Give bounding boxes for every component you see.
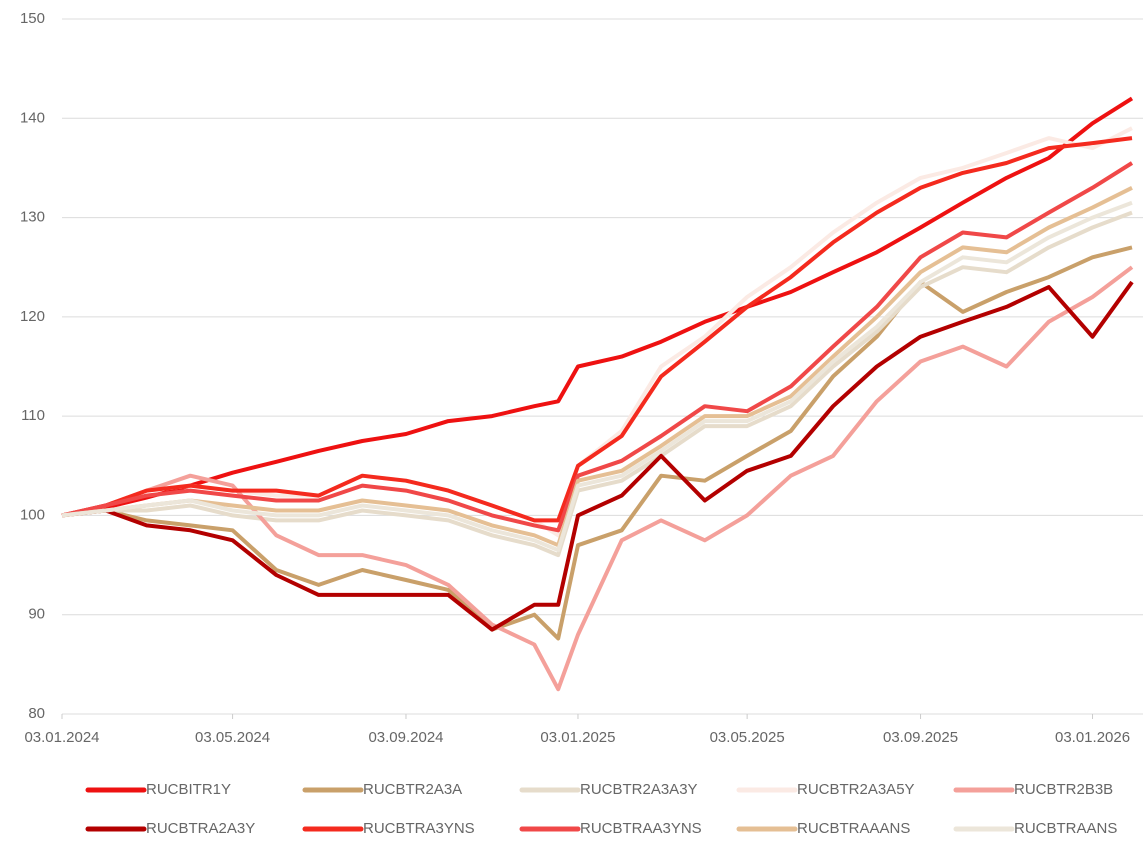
x-tick-label: 03.09.2024 [368, 729, 443, 746]
series-line [61, 200, 1133, 553]
y-tick-label: 110 [21, 407, 45, 424]
legend-label: RUCBTRAANS [1014, 820, 1117, 837]
y-tick-label: 120 [20, 308, 45, 325]
legend-label: RUCBTR2A3A3Y [580, 781, 698, 798]
y-tick-label: 150 [20, 10, 45, 27]
series-line [61, 280, 1134, 632]
x-tick-label: 03.09.2025 [883, 729, 958, 746]
series-line [61, 96, 1134, 518]
series-line [61, 245, 1133, 641]
y-tick-label: 130 [20, 209, 45, 226]
series-line [61, 265, 1134, 692]
legend-label: RUCBTRA2A3Y [146, 820, 255, 837]
series-line [61, 186, 1133, 548]
legend-label: RUCBTRAAANS [797, 820, 910, 837]
legend-label: RUCBTR2A3A5Y [797, 781, 915, 798]
x-tick-label: 03.05.2024 [195, 729, 270, 746]
legend-label: RUCBTR2B3B [1014, 781, 1113, 798]
x-tick-label: 03.05.2025 [710, 729, 785, 746]
legend-label: RUCBTRAA3YNS [580, 820, 702, 837]
legend-label: RUCBITR1Y [146, 781, 231, 798]
y-tick-label: 140 [20, 109, 45, 126]
x-tick-label: 03.01.2024 [24, 729, 99, 746]
y-tick-label: 90 [28, 606, 45, 623]
x-tick-label: 03.01.2026 [1055, 729, 1130, 746]
y-tick-label: 80 [28, 705, 45, 722]
x-tick-label: 03.01.2025 [540, 729, 615, 746]
series-line [61, 136, 1133, 523]
legend-label: RUCBTR2A3A [363, 781, 462, 798]
y-tick-label: 100 [20, 506, 45, 523]
legend-label: RUCBTRA3YNS [363, 820, 475, 837]
series-line [61, 161, 1134, 533]
